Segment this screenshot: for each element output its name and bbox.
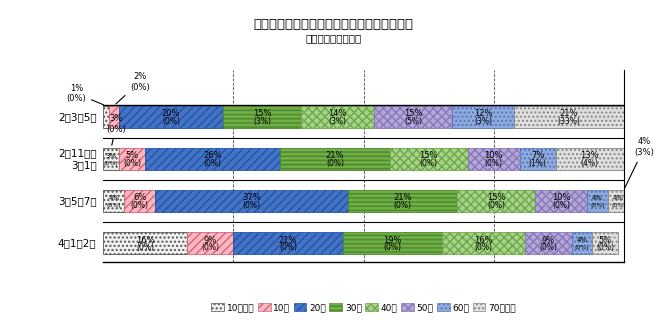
Bar xyxy=(223,106,301,128)
Text: 4%: 4% xyxy=(592,195,603,201)
Text: (0%): (0%) xyxy=(383,243,401,252)
Bar xyxy=(374,106,452,128)
Text: 21%: 21% xyxy=(560,109,578,118)
Bar xyxy=(452,106,514,128)
Text: （　）内は重症化率: （ ）内は重症化率 xyxy=(305,34,362,44)
Text: (0%): (0%) xyxy=(575,245,590,250)
Bar xyxy=(390,148,468,170)
Text: 19%: 19% xyxy=(383,236,402,244)
Text: (4%): (4%) xyxy=(581,159,599,168)
Text: 21%: 21% xyxy=(394,193,412,202)
Text: 14%: 14% xyxy=(328,109,347,118)
Text: (0%): (0%) xyxy=(279,243,297,252)
Text: (0%): (0%) xyxy=(203,159,221,168)
Text: 5%: 5% xyxy=(125,151,139,160)
Text: (0%): (0%) xyxy=(552,201,570,210)
Text: 12%: 12% xyxy=(474,109,492,118)
Text: (3%): (3%) xyxy=(329,116,346,125)
Text: (0%): (0%) xyxy=(243,201,261,210)
Bar xyxy=(119,106,223,128)
Text: (0%): (0%) xyxy=(107,203,121,208)
Text: (0%): (0%) xyxy=(201,243,219,252)
Text: 13%: 13% xyxy=(580,151,599,160)
Bar xyxy=(187,232,233,254)
Text: 9%: 9% xyxy=(203,236,217,244)
Text: 10%: 10% xyxy=(484,151,503,160)
Text: (0%): (0%) xyxy=(596,243,614,252)
Bar xyxy=(233,232,343,254)
Text: 21%: 21% xyxy=(325,151,344,160)
Text: 2%
(0%): 2% (0%) xyxy=(116,72,149,104)
Text: 1%
(0%): 1% (0%) xyxy=(67,84,103,105)
Text: (0%): (0%) xyxy=(611,203,626,208)
Text: 9%: 9% xyxy=(542,236,555,244)
Bar xyxy=(457,190,535,212)
Text: (0%): (0%) xyxy=(485,159,502,168)
Bar xyxy=(103,190,124,212)
Text: (0%): (0%) xyxy=(394,201,412,210)
Text: 26%: 26% xyxy=(203,151,222,160)
Text: 4%: 4% xyxy=(108,195,119,201)
Bar xyxy=(514,106,624,128)
Text: (0%): (0%) xyxy=(123,159,141,168)
Text: 15%: 15% xyxy=(487,193,506,202)
Text: (3%): (3%) xyxy=(253,116,271,125)
Bar xyxy=(145,148,280,170)
Text: 5%: 5% xyxy=(599,236,612,244)
Bar xyxy=(587,190,608,212)
Text: 20%: 20% xyxy=(162,109,180,118)
Bar xyxy=(592,232,618,254)
Text: (33%): (33%) xyxy=(558,116,580,125)
Bar xyxy=(103,106,109,128)
Text: 3%: 3% xyxy=(105,153,117,159)
Bar xyxy=(608,190,629,212)
Text: (0%): (0%) xyxy=(136,243,154,252)
Text: 7%: 7% xyxy=(531,151,544,160)
Bar xyxy=(109,106,119,128)
Text: (0%): (0%) xyxy=(474,243,492,252)
Bar xyxy=(442,232,525,254)
Text: (0%): (0%) xyxy=(539,243,557,252)
Text: (0%): (0%) xyxy=(487,201,505,210)
Bar xyxy=(348,190,457,212)
Bar xyxy=(525,232,572,254)
Text: 37%: 37% xyxy=(242,193,261,202)
Bar xyxy=(556,148,624,170)
Text: 区内の新型コロナウイルス感染者年代別割合: 区内の新型コロナウイルス感染者年代別割合 xyxy=(253,18,414,31)
Bar xyxy=(520,148,556,170)
Text: (1%): (1%) xyxy=(529,159,547,168)
Bar xyxy=(535,190,587,212)
Bar xyxy=(301,106,374,128)
Text: 15%: 15% xyxy=(404,109,422,118)
Text: 4%
(3%): 4% (3%) xyxy=(625,138,654,188)
Text: (0%): (0%) xyxy=(104,161,119,166)
Bar xyxy=(343,232,442,254)
Legend: 10歳未満, 10代, 20代, 30代, 40代, 50代, 60代, 70歳以上: 10歳未満, 10代, 20代, 30代, 40代, 50代, 60代, 70歳… xyxy=(207,299,520,316)
Text: (0%): (0%) xyxy=(420,159,438,168)
Text: (0%): (0%) xyxy=(162,116,180,125)
Text: 21%: 21% xyxy=(279,236,297,244)
Text: (0%): (0%) xyxy=(590,203,605,208)
Text: (0%): (0%) xyxy=(326,159,344,168)
Text: 6%: 6% xyxy=(133,193,147,202)
Bar xyxy=(572,232,592,254)
Bar xyxy=(103,148,119,170)
Text: 16%: 16% xyxy=(474,236,492,244)
Text: 4%: 4% xyxy=(576,237,588,244)
Bar xyxy=(119,148,145,170)
Text: 10%: 10% xyxy=(552,193,570,202)
Text: 16%: 16% xyxy=(135,236,154,244)
Bar xyxy=(155,190,348,212)
Text: (0%): (0%) xyxy=(131,201,149,210)
Text: 4%: 4% xyxy=(613,195,624,201)
Text: 15%: 15% xyxy=(420,151,438,160)
Text: (5%): (5%) xyxy=(404,116,422,125)
Bar xyxy=(468,148,520,170)
Bar xyxy=(280,148,390,170)
Bar xyxy=(124,190,155,212)
Text: (3%): (3%) xyxy=(474,116,492,125)
Text: 3%
(0%): 3% (0%) xyxy=(107,115,126,145)
Text: 15%: 15% xyxy=(253,109,271,118)
Bar xyxy=(103,232,187,254)
